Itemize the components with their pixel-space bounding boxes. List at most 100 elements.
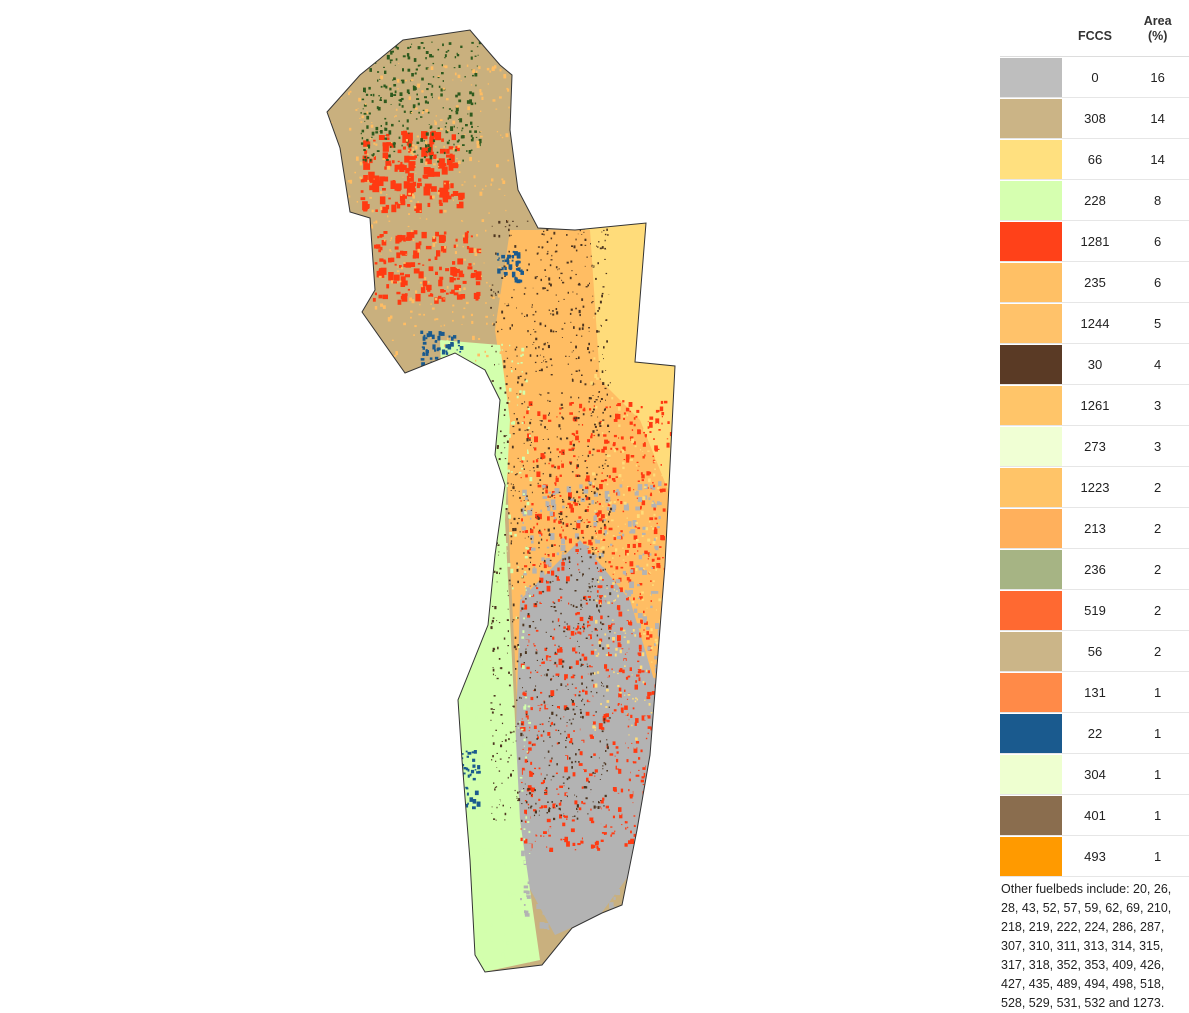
map-speckle-yellow (607, 510, 609, 513)
map-speckle-orange (410, 229, 413, 233)
map-speckle-red (595, 547, 598, 549)
map-speckle-green (523, 838, 526, 841)
map-speckle-red (373, 156, 376, 160)
map-speckle-red (617, 635, 621, 642)
map-speckle-brown (601, 325, 602, 327)
map-speckle-red (429, 293, 433, 297)
map-speckle-gray (569, 568, 574, 575)
map-speckle-brown (547, 342, 549, 344)
map-speckle-brown (494, 788, 496, 791)
map-speckle-gray (537, 674, 541, 678)
map-speckle-red (583, 522, 585, 524)
map-speckle-red (428, 294, 432, 297)
map-speckle-green (523, 738, 526, 742)
map-speckle-brown (583, 596, 585, 599)
map-speckle-red (530, 707, 533, 711)
map-speckle-green (448, 472, 451, 475)
map-speckle-gray (641, 763, 645, 768)
map-speckle-brown (560, 683, 563, 686)
map-speckle-yellow (600, 492, 602, 494)
map-speckle-brown (593, 225, 595, 227)
map-speckle-red (580, 675, 583, 679)
map-speckle-gray (585, 725, 589, 729)
map-speckle-brown (558, 491, 561, 493)
map-speckle-brown (516, 568, 519, 572)
legend-swatch-cell (1000, 138, 1064, 180)
map-speckle-gray (550, 533, 555, 540)
map-speckle-red (574, 800, 578, 805)
map-speckle-brown (588, 397, 591, 400)
map-speckle-blue (450, 342, 454, 347)
map-speckle-brown (552, 313, 555, 316)
map-speckle-darkgreen (406, 89, 410, 93)
map-speckle-gray (595, 893, 600, 897)
map-speckle-brown (525, 690, 527, 692)
map-speckle-gray (567, 833, 570, 836)
map-speckle-yellow (601, 422, 604, 425)
map-speckle-brown (553, 527, 555, 530)
map-speckle-darkgreen (361, 129, 365, 133)
map-speckle-brown (527, 499, 529, 501)
map-speckle-brown (536, 354, 539, 357)
map-speckle-brown (514, 474, 517, 476)
map-speckle-red (557, 465, 560, 470)
map-speckle-gray (609, 821, 614, 824)
map-speckle-brown (538, 369, 541, 372)
map-speckle-orange (505, 133, 509, 138)
map-speckle-gray (553, 657, 558, 663)
map-speckle-green (465, 878, 468, 880)
map-speckle-red (603, 714, 608, 718)
map-speckle-red (627, 826, 629, 829)
map-speckle-orange (387, 215, 389, 218)
map-speckle-green (524, 510, 526, 513)
map-speckle-brown (527, 760, 529, 762)
map-speckle-brown (560, 439, 562, 441)
map-speckle-brown (590, 359, 592, 362)
map-speckle-green (504, 862, 506, 866)
map-speckle-darkgreen (447, 49, 450, 52)
map-speckle-brown (548, 400, 551, 402)
map-speckle-gray (527, 597, 532, 602)
map-speckle-yellow (636, 539, 639, 542)
map-speckle-brown (576, 579, 579, 581)
map-speckle-gray (626, 700, 629, 704)
map-speckle-brown (575, 334, 578, 336)
map-speckle-gray (535, 775, 537, 777)
map-speckle-red (443, 231, 447, 235)
map-speckle-brown (490, 719, 492, 721)
map-speckle-brown (503, 637, 506, 640)
map-speckle-green (477, 465, 480, 470)
map-speckle-brown (491, 345, 493, 347)
map-speckle-green (512, 421, 516, 425)
map-speckle-brown (539, 565, 541, 567)
map-speckle-brown (563, 660, 564, 662)
map-speckle-darkgreen (427, 144, 430, 148)
map-speckle-blue (472, 806, 476, 810)
legend-swatch-cell (1000, 384, 1064, 426)
map-speckle-red (452, 162, 459, 169)
map-speckle-orange (466, 64, 469, 67)
map-speckle-red (559, 450, 561, 454)
map-speckle-gray (571, 761, 575, 765)
map-speckle-gray (657, 899, 663, 906)
map-speckle-brown (596, 330, 599, 333)
map-speckle-brown (496, 446, 499, 449)
legend-area-percent: 2 (1126, 548, 1189, 590)
map-speckle-yellow (614, 632, 616, 634)
map-speckle-brown (529, 470, 531, 471)
map-speckle-gray (641, 905, 645, 909)
map-speckle-green (443, 890, 445, 892)
map-speckle-brown (496, 581, 498, 583)
map-speckle-red (635, 741, 640, 744)
map-speckle-blue (511, 271, 516, 277)
map-speckle-gray (633, 608, 638, 613)
map-speckle-brown (604, 247, 607, 250)
map-speckle-red (610, 565, 613, 568)
map-speckle-brown (505, 350, 507, 352)
map-speckle-orange (333, 84, 336, 89)
map-speckle-gray (592, 573, 596, 579)
map-speckle-brown (602, 382, 605, 385)
map-speckle-gray (599, 809, 604, 816)
map-speckle-gray (619, 682, 625, 686)
map-speckle-gray (627, 521, 632, 527)
